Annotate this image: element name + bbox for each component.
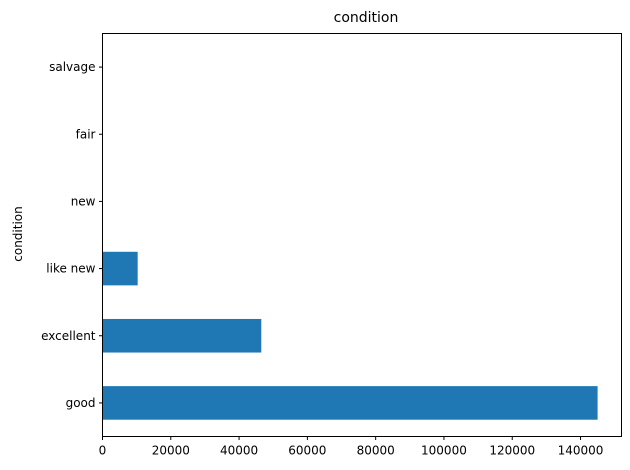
x-tick-label: 0 bbox=[99, 444, 107, 458]
y-tick-label: excellent bbox=[41, 329, 96, 343]
x-tick-label: 80000 bbox=[357, 444, 395, 458]
y-tick-label: salvage bbox=[49, 60, 95, 74]
y-ticks-group: good excellent like new new fair salvage bbox=[41, 60, 103, 410]
x-tick-label: 60000 bbox=[288, 444, 326, 458]
x-tick-label: 120000 bbox=[489, 444, 535, 458]
plot-frame bbox=[102, 33, 622, 437]
x-ticks-group: 0 20000 40000 60000 80000 100000 120000 140000 bbox=[99, 436, 604, 458]
x-tick-label: 20000 bbox=[152, 444, 190, 458]
chart-title: condition bbox=[334, 10, 399, 26]
y-tick-label: fair bbox=[76, 127, 96, 141]
bars-group bbox=[102, 251, 598, 420]
bar-good bbox=[102, 386, 598, 420]
x-tick-label: 100000 bbox=[421, 444, 467, 458]
y-tick-label: new bbox=[71, 194, 96, 208]
y-tick-label: like new bbox=[46, 262, 95, 276]
bar-excellent bbox=[102, 318, 262, 353]
y-tick-label: good bbox=[66, 396, 96, 410]
x-tick-label: 140000 bbox=[558, 444, 604, 458]
y-axis-label: condition bbox=[11, 206, 25, 261]
bar-like-new bbox=[102, 251, 138, 286]
x-tick-label: 40000 bbox=[220, 444, 258, 458]
